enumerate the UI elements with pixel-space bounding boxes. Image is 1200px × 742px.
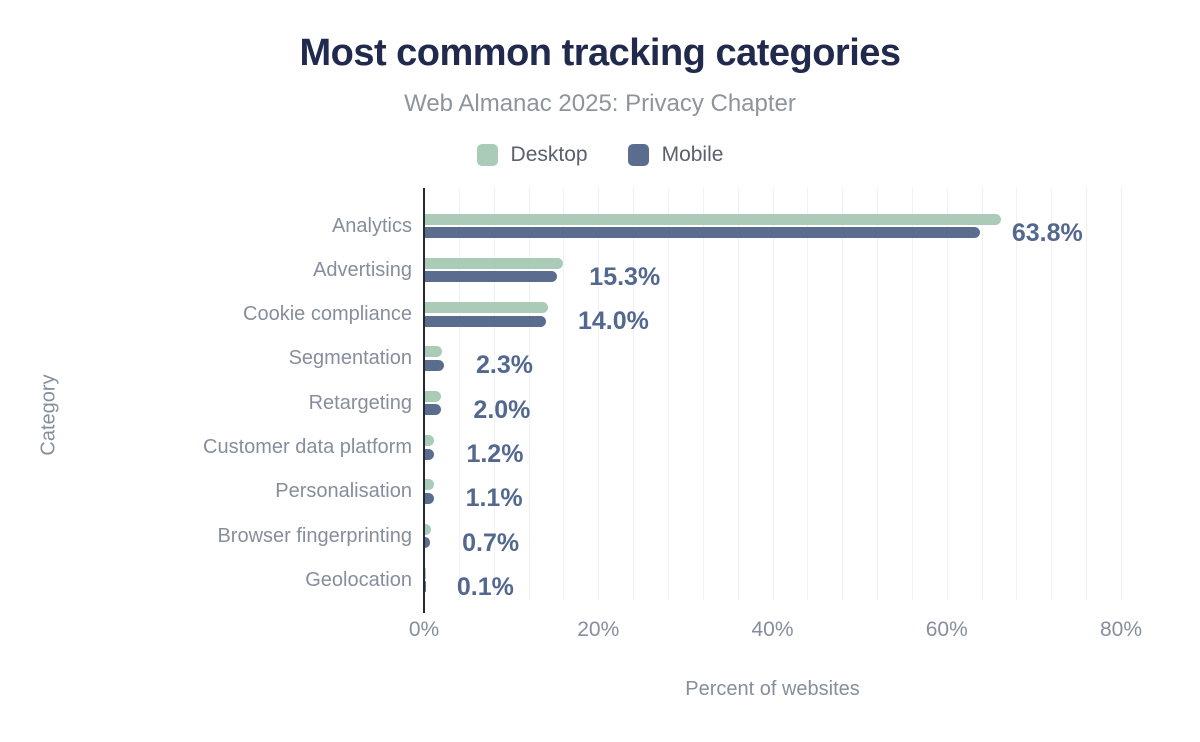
legend-swatch-mobile: [627, 144, 649, 166]
bar-desktop-advertising[interactable]: [425, 257, 564, 269]
gridline: [1121, 188, 1122, 600]
category-label-personalisation: Personalisation: [275, 480, 412, 503]
gridline: [458, 188, 460, 600]
bar-mobile-cookie-compliance[interactable]: [425, 315, 546, 327]
y-axis-line: [423, 188, 425, 613]
gridline: [598, 188, 600, 600]
x-tick-label-40: 40%: [751, 618, 794, 641]
legend-label-mobile: Mobile: [661, 143, 724, 166]
category-label-segmentation: Segmentation: [288, 347, 412, 370]
x-tick-label-0: 0%: [408, 618, 440, 641]
legend-label-desktop: Desktop: [510, 143, 588, 166]
gridline: [563, 188, 565, 600]
gridline: [633, 188, 635, 600]
value-label-analytics: 63.8%: [1011, 218, 1083, 247]
gridline: [807, 188, 809, 600]
bar-mobile-customer-data-platform[interactable]: [425, 448, 435, 460]
bar-mobile-browser-fingerprinting[interactable]: [425, 537, 431, 549]
bar-mobile-geolocation[interactable]: [425, 581, 426, 593]
value-label-segmentation: 2.3%: [476, 351, 534, 380]
bar-desktop-retargeting[interactable]: [425, 390, 441, 402]
gridline: [493, 188, 495, 600]
gridline: [877, 188, 879, 600]
legend: Desktop Mobile: [0, 143, 1200, 167]
category-label-browser-fingerprinting: Browser fingerprinting: [217, 524, 412, 547]
category-label-retargeting: Retargeting: [308, 391, 412, 414]
value-label-advertising: 15.3%: [589, 262, 661, 291]
bar-mobile-advertising[interactable]: [425, 271, 558, 283]
gridline: [772, 188, 774, 600]
value-label-customer-data-platform: 1.2%: [466, 440, 524, 469]
legend-swatch-desktop: [476, 144, 498, 166]
bar-mobile-analytics[interactable]: [425, 227, 980, 238]
bar-desktop-cookie-compliance[interactable]: [425, 302, 548, 314]
gridline: [1016, 188, 1018, 600]
chart-title: Most common tracking categories: [299, 32, 901, 74]
gridline: [667, 188, 669, 600]
bar-mobile-personalisation[interactable]: [425, 492, 434, 504]
bar-mobile-retargeting[interactable]: [425, 404, 442, 416]
bar-desktop-customer-data-platform[interactable]: [425, 435, 434, 447]
bar-desktop-personalisation[interactable]: [425, 479, 435, 491]
category-label-cookie-compliance: Cookie compliance: [243, 303, 412, 326]
bar-desktop-segmentation[interactable]: [425, 346, 443, 358]
bar-desktop-browser-fingerprinting[interactable]: [425, 523, 431, 535]
bar-desktop-geolocation[interactable]: [425, 567, 426, 579]
bar-mobile-segmentation[interactable]: [425, 359, 445, 371]
value-label-browser-fingerprinting: 0.7%: [462, 528, 520, 557]
y-axis-title: Category: [37, 374, 60, 456]
value-label-cookie-compliance: 14.0%: [577, 307, 649, 336]
category-label-analytics: Analytics: [331, 214, 412, 237]
value-label-personalisation: 1.1%: [465, 484, 523, 513]
value-label-geolocation: 0.1%: [456, 572, 514, 601]
x-axis-title: Percent of websites: [685, 678, 860, 700]
gridline: [842, 188, 844, 600]
category-label-customer-data-platform: Customer data platform: [203, 436, 412, 459]
gridline: [981, 188, 983, 600]
x-tick-label-60: 60%: [925, 618, 968, 641]
legend-item-desktop[interactable]: Desktop: [476, 143, 588, 167]
bar-desktop-analytics[interactable]: [425, 213, 1001, 225]
category-label-geolocation: Geolocation: [305, 568, 412, 591]
gridline: [1051, 188, 1053, 600]
gridline: [737, 188, 739, 600]
x-tick-label-80: 80%: [1099, 618, 1143, 641]
gridline: [946, 188, 948, 600]
gridline: [528, 188, 530, 600]
category-label-advertising: Advertising: [313, 258, 412, 281]
gridline: [702, 188, 704, 600]
gridline: [1086, 188, 1088, 600]
gridline: [911, 188, 913, 600]
x-tick-label-20: 20%: [577, 618, 620, 641]
chart-subtitle: Web Almanac 2025: Privacy Chapter: [404, 90, 796, 117]
value-label-retargeting: 2.0%: [473, 395, 531, 424]
legend-item-mobile[interactable]: Mobile: [627, 143, 724, 167]
